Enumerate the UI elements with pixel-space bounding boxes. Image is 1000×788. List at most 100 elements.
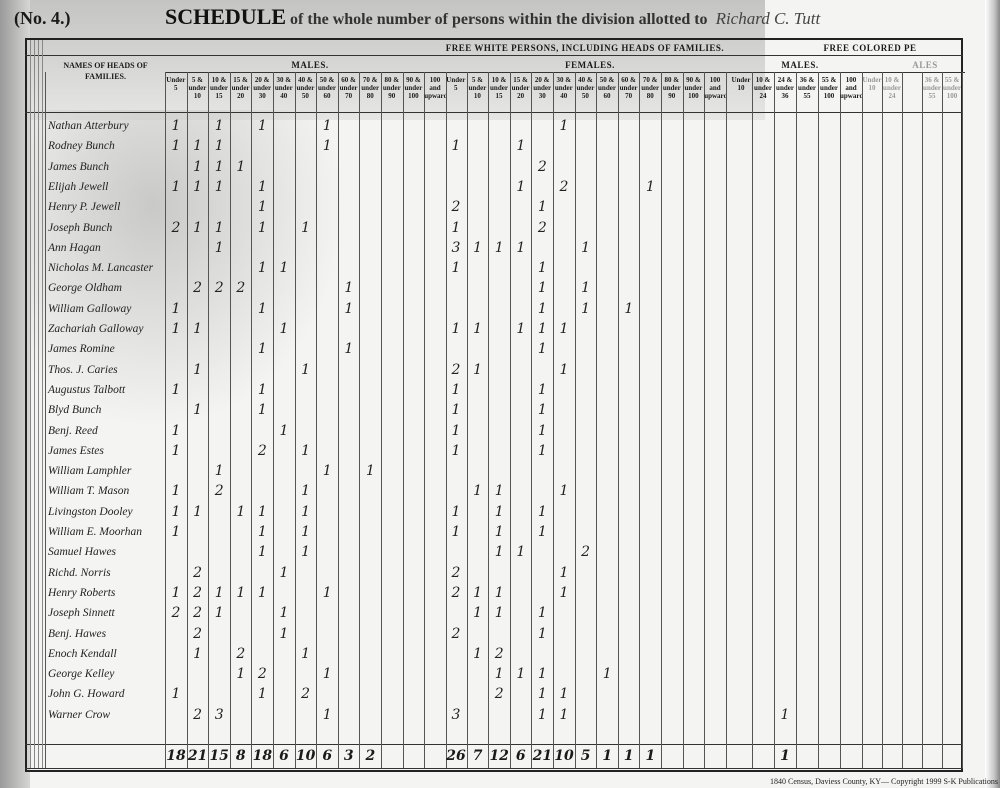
- female-count-cell: 1: [537, 260, 547, 277]
- head-of-family-name: Richd. Norris: [48, 566, 111, 579]
- column-rule: [596, 72, 598, 768]
- column-rule: [922, 72, 923, 768]
- female-count-cell: 1: [494, 584, 504, 601]
- female-count-cell: 1: [559, 118, 569, 134]
- male-count-cell: 1: [214, 463, 224, 480]
- female-count-cell: 1: [537, 341, 547, 358]
- female-count-cell: 1: [494, 544, 504, 561]
- title-line: SCHEDULE of the whole number of persons …: [165, 4, 820, 30]
- column-rule: [752, 72, 753, 768]
- female-count-cell: 3: [451, 706, 461, 723]
- female-count-cell: 1: [537, 503, 547, 520]
- column-rule: [165, 72, 166, 768]
- schedule-number: (No. 4.): [14, 8, 71, 28]
- female-count-cell: 1: [516, 544, 526, 561]
- male-count-cell: 1: [257, 341, 267, 358]
- female-age-column-label: 30 & under 40: [554, 76, 573, 100]
- male-count-cell: 1: [171, 524, 181, 540]
- colored-male-age-column-label: 100 and upwards.: [840, 76, 862, 100]
- female-count-cell: 2: [451, 625, 461, 642]
- column-rule: [531, 72, 533, 768]
- female-count-cell: 1: [451, 260, 461, 277]
- male-age-column-label: 15 & under 20: [231, 76, 250, 100]
- male-count-cell: 1: [214, 584, 224, 601]
- male-count-cell: 1: [257, 402, 267, 419]
- male-count-cell: 1: [193, 645, 203, 662]
- male-count-cell: 1: [279, 260, 289, 277]
- male-count-cell: 1: [171, 584, 181, 601]
- male-count-cell: 1: [279, 422, 289, 439]
- female-count-cell: 1: [473, 645, 483, 662]
- male-count-cell: 1: [214, 158, 224, 175]
- column-rule: [251, 72, 253, 768]
- female-total-cell: 10: [554, 748, 574, 764]
- colored-female-age-column-label: 10 & under 24: [883, 76, 901, 100]
- column-rule: [381, 72, 382, 768]
- female-count-cell: 3: [451, 239, 461, 256]
- male-count-cell: 1: [257, 686, 267, 703]
- colored-male-age-column-label: Under 10: [731, 76, 751, 92]
- male-count-cell: 1: [344, 341, 354, 358]
- column-rule: [962, 72, 963, 768]
- column-rule: [617, 72, 619, 768]
- scan-shading: [25, 110, 345, 430]
- female-count-cell: 1: [537, 666, 547, 683]
- male-age-column-label: 10 & under 15: [210, 76, 228, 100]
- male-count-cell: 1: [236, 503, 246, 520]
- female-total-cell: 5: [580, 748, 591, 764]
- female-count-cell: 1: [516, 178, 526, 195]
- male-count-cell: 1: [171, 422, 181, 439]
- head-of-family-name: James Romine: [48, 343, 115, 356]
- male-age-column-label: 50 & under 60: [318, 76, 336, 100]
- column-rule: [818, 72, 819, 768]
- male-count-cell: 1: [257, 524, 267, 540]
- colored-male-total-cell: 1: [780, 748, 790, 764]
- male-count-cell: 2: [193, 564, 203, 581]
- female-count-cell: 1: [537, 524, 547, 540]
- female-count-cell: 1: [451, 219, 461, 236]
- male-age-column-label: 60 & under 70: [339, 76, 358, 100]
- male-age-column-label: 30 & under 40: [274, 76, 293, 100]
- male-count-cell: 2: [171, 605, 181, 622]
- female-count-cell: 1: [559, 483, 569, 500]
- male-count-cell: 1: [193, 158, 203, 175]
- male-count-cell: 2: [214, 483, 224, 500]
- male-count-cell: 1: [344, 280, 354, 297]
- male-age-column-label: 5 & under 10: [188, 76, 207, 100]
- female-count-cell: 1: [451, 422, 461, 439]
- male-count-cell: 1: [257, 300, 267, 317]
- female-count-cell: 1: [494, 605, 504, 622]
- head-of-family-name: James Estes: [48, 444, 104, 457]
- female-count-cell: 2: [494, 645, 504, 662]
- title-lead: SCHEDULE: [165, 4, 287, 29]
- male-count-cell: 1: [193, 321, 203, 337]
- column-rule: [488, 72, 490, 768]
- female-count-cell: 1: [581, 280, 591, 297]
- male-count-cell: 1: [171, 321, 181, 337]
- head-of-family-name: Benj. Reed: [48, 424, 98, 437]
- male-age-column-label: 100 and upwards.: [424, 76, 446, 100]
- column-rule: [796, 72, 797, 768]
- scan-edge-right: [985, 0, 1000, 788]
- male-count-cell: 1: [279, 625, 289, 642]
- marshal-signature: Richard C. Tutt: [715, 9, 821, 28]
- female-count-cell: 1: [559, 686, 569, 703]
- male-count-cell: 2: [193, 605, 203, 622]
- female-count-cell: 1: [451, 503, 461, 520]
- female-count-cell: 1: [559, 361, 569, 378]
- male-count-cell: 1: [301, 442, 311, 459]
- male-count-cell: 2: [236, 645, 246, 662]
- male-total-cell: 8: [235, 748, 246, 764]
- colored-male-age-column-label: 55 & under 100: [820, 76, 838, 100]
- free-colored-header: FREE COLORED PE: [823, 43, 917, 53]
- colored-male-count-cell: 1: [780, 706, 790, 723]
- male-count-cell: 1: [257, 219, 267, 236]
- head-of-family-name: Henry P. Jewell: [48, 201, 121, 214]
- head-of-family-name: Warner Crow: [48, 708, 111, 721]
- male-count-cell: 1: [171, 300, 181, 317]
- head-of-family-name: Joseph Sinnett: [48, 607, 115, 620]
- female-total-cell: 7: [472, 748, 483, 764]
- male-count-cell: 2: [193, 280, 203, 297]
- female-count-cell: 1: [537, 422, 547, 439]
- female-count-cell: 2: [451, 584, 461, 601]
